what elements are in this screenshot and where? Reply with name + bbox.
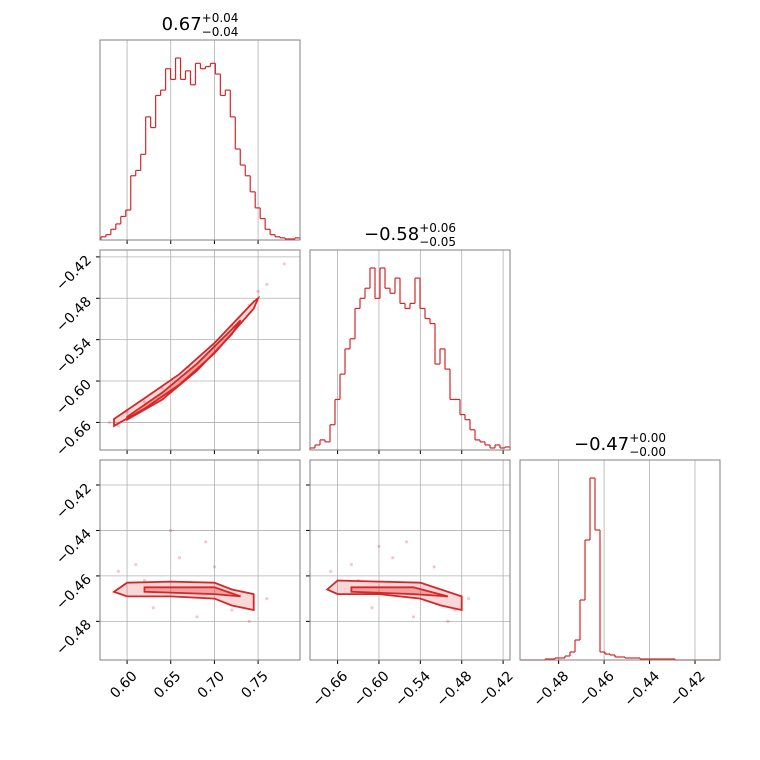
title-part: +0.00 bbox=[629, 431, 666, 445]
x-tick-label: −0.46 bbox=[576, 668, 618, 710]
panel-frame bbox=[309, 249, 511, 451]
y-tick-label: −0.54 bbox=[53, 335, 95, 377]
x-tick-label: −0.54 bbox=[392, 668, 434, 710]
x-tick-label: −0.48 bbox=[434, 668, 476, 710]
scatter-point bbox=[204, 540, 208, 544]
scatter-point bbox=[370, 606, 374, 610]
scatter-point bbox=[467, 597, 471, 601]
x-tick-label: −0.44 bbox=[622, 668, 664, 710]
panel-frame bbox=[99, 39, 301, 241]
scatter-point bbox=[212, 565, 217, 569]
scatter-point bbox=[169, 528, 173, 533]
scatter-point bbox=[282, 262, 286, 266]
y-tick-label: −0.46 bbox=[53, 571, 95, 613]
y-tick-label: −0.42 bbox=[53, 252, 95, 294]
y-tick-label: −0.42 bbox=[53, 481, 95, 523]
scatter-point bbox=[116, 569, 120, 573]
contour bbox=[113, 295, 261, 428]
scatter-point bbox=[329, 569, 333, 573]
scatter-point bbox=[151, 606, 155, 610]
scatter-point bbox=[195, 615, 199, 619]
y-tick-label: −0.66 bbox=[53, 418, 95, 460]
title-part: −0.05 bbox=[419, 235, 456, 249]
scatter-point bbox=[446, 619, 450, 623]
y-tick-label: −0.60 bbox=[53, 377, 95, 419]
scatter-point bbox=[142, 578, 147, 583]
x-tick-label: 0.60 bbox=[107, 668, 140, 701]
scatter-point bbox=[177, 556, 182, 560]
panel-frame bbox=[309, 459, 511, 661]
scatter-point bbox=[349, 562, 353, 567]
contour bbox=[143, 586, 241, 598]
x-tick-label: −0.42 bbox=[475, 668, 517, 710]
scatter-point bbox=[142, 400, 147, 404]
scatter-point bbox=[256, 289, 260, 293]
x-tick-label: −0.48 bbox=[531, 668, 573, 710]
scatter-point bbox=[108, 420, 112, 425]
panel-title: 0.67+0.04 −0.04 bbox=[162, 11, 239, 39]
scatter-point bbox=[134, 562, 138, 567]
title-part: −0.47 bbox=[574, 434, 629, 455]
contour bbox=[350, 586, 449, 598]
scatter-point bbox=[432, 565, 436, 569]
scatter-point bbox=[377, 544, 381, 548]
title-part: 0.67 bbox=[162, 14, 202, 35]
x-tick-label: 0.65 bbox=[151, 668, 184, 701]
x-tick-label: 0.75 bbox=[238, 668, 271, 701]
panel-frame bbox=[99, 249, 301, 451]
panel-frame bbox=[519, 459, 721, 661]
y-tick-label: −0.48 bbox=[53, 294, 95, 336]
y-tick-label: −0.44 bbox=[53, 526, 95, 568]
scatter-point bbox=[116, 424, 120, 428]
x-tick-label: −0.42 bbox=[667, 668, 709, 710]
panel-title: −0.47+0.00 −0.00 bbox=[574, 431, 666, 459]
contour bbox=[126, 319, 242, 422]
title-part: +0.06 bbox=[419, 221, 456, 235]
scatter-point bbox=[265, 597, 269, 601]
title-part: +0.04 bbox=[202, 11, 239, 25]
title-part: −0.00 bbox=[629, 445, 666, 459]
scatter-point bbox=[230, 608, 234, 612]
panel-title: −0.58+0.06 −0.05 bbox=[364, 221, 456, 249]
scatter-point bbox=[411, 615, 416, 619]
scatter-point bbox=[265, 282, 269, 287]
scatter-point bbox=[391, 556, 395, 560]
x-tick-label: −0.60 bbox=[351, 668, 393, 710]
y-tick-label: −0.48 bbox=[53, 617, 95, 659]
x-tick-label: −0.66 bbox=[310, 668, 352, 710]
scatter-point bbox=[247, 619, 251, 623]
scatter-point bbox=[404, 540, 409, 544]
panel-frame bbox=[99, 459, 301, 661]
title-part: −0.58 bbox=[364, 224, 419, 245]
x-tick-label: 0.70 bbox=[195, 668, 228, 701]
title-part: −0.04 bbox=[202, 25, 239, 39]
